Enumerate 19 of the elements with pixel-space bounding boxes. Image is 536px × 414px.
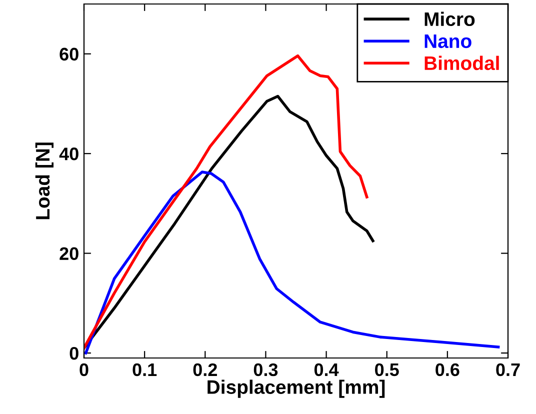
x-tick-label: 0.6 <box>436 363 460 376</box>
x-axis-title: Displacement [mm] <box>208 380 385 398</box>
legend-label: Nano <box>424 34 472 48</box>
line-series <box>84 170 500 354</box>
legend-label: Bimodal <box>424 56 499 70</box>
x-tick-label: 0.4 <box>314 363 339 376</box>
x-tick-label: 0.2 <box>193 363 217 376</box>
legend-label: Micro <box>424 12 475 26</box>
x-tick-label: 0.5 <box>375 363 399 376</box>
x-tick-label: 0 <box>80 363 88 376</box>
x-tick-label: 0.3 <box>254 363 278 376</box>
y-tick-label: 20 <box>60 247 78 260</box>
x-tick-label: 0.1 <box>132 363 157 376</box>
x-tick-label: 0.7 <box>496 363 520 376</box>
y-tick-label: 0 <box>70 346 78 360</box>
line-series <box>84 54 368 350</box>
y-axis-title: Load [N] <box>35 142 54 220</box>
y-tick-label: 60 <box>60 48 78 61</box>
y-tick-label: 40 <box>59 148 78 160</box>
